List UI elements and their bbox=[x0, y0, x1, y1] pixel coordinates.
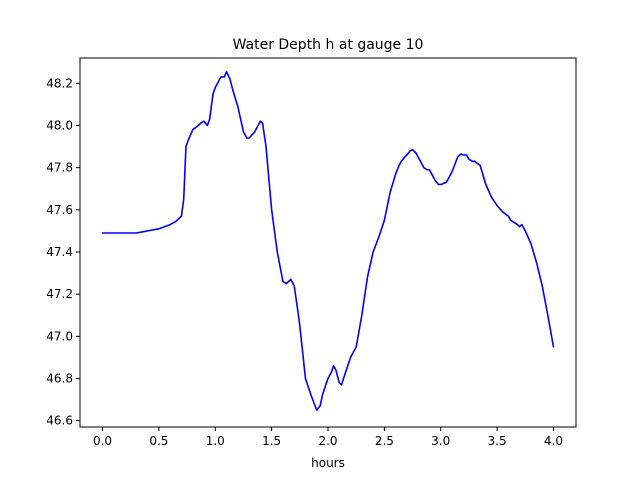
x-axis-label: hours bbox=[311, 456, 345, 470]
y-tick-label: 47.6 bbox=[46, 203, 73, 217]
y-tick-label: 46.6 bbox=[46, 414, 73, 428]
x-tick-label: 4.0 bbox=[544, 434, 563, 448]
plot-frame bbox=[79, 57, 577, 428]
x-tick-label: 1.0 bbox=[206, 434, 225, 448]
x-tick-label: 3.0 bbox=[431, 434, 450, 448]
y-tick-label: 48.2 bbox=[46, 76, 73, 90]
y-tick-label: 47.0 bbox=[46, 329, 73, 343]
y-tick-label: 46.8 bbox=[46, 372, 73, 386]
series-line bbox=[101, 70, 555, 411]
chart-title: Water Depth h at gauge 10 bbox=[233, 37, 424, 53]
x-tick-label: 2.5 bbox=[375, 434, 394, 448]
x-axis-ticks: 0.0 0.5 1.0 1.5 2.0 2.5 3.0 3.5 4.0 bbox=[93, 427, 563, 448]
x-tick-label: 0.5 bbox=[149, 434, 168, 448]
x-tick-label: 2.0 bbox=[318, 434, 337, 448]
y-tick-label: 47.4 bbox=[46, 245, 73, 259]
series-layer bbox=[101, 70, 555, 411]
plot-background bbox=[80, 58, 576, 427]
x-tick-label: 0.0 bbox=[93, 434, 112, 448]
x-tick-label: 3.5 bbox=[488, 434, 507, 448]
y-tick-label: 48.0 bbox=[46, 118, 73, 132]
y-tick-label: 47.8 bbox=[46, 161, 73, 175]
y-axis-ticks: 46.6 46.8 47.0 47.2 47.4 47.6 47.8 48.0 48.2 bbox=[46, 76, 80, 428]
y-tick-label: 47.2 bbox=[46, 287, 73, 301]
x-tick-label: 1.5 bbox=[262, 434, 281, 448]
